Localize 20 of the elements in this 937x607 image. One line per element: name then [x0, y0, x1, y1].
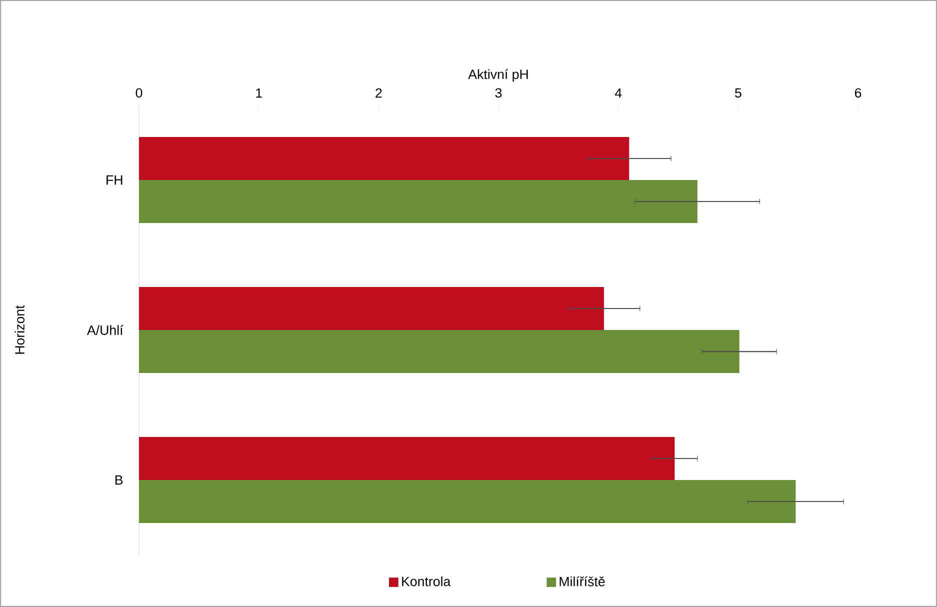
x-tick-label: 3 [495, 88, 502, 98]
bar [139, 136, 630, 180]
bar [139, 286, 604, 330]
x-tick-label: 0 [136, 88, 142, 98]
y-axis-title: Horizont [14, 305, 24, 354]
legend-label: Kontrola [402, 576, 451, 586]
y-tick-label: FH [106, 175, 122, 185]
x-tick-label: 6 [854, 88, 862, 98]
x-tick-label: 2 [376, 88, 382, 98]
legend-label: Milíříště [560, 576, 605, 586]
bar [139, 330, 740, 374]
bar [139, 480, 796, 524]
x-axis-title: Aktivní pH [468, 69, 528, 82]
x-tick-label: 5 [735, 88, 742, 98]
y-tick-label: A/Uhlí [86, 325, 124, 335]
bar [139, 436, 675, 480]
x-tick-label: 4 [614, 88, 622, 98]
y-tick-label: B [115, 475, 123, 485]
x-tick-label: 1 [256, 88, 262, 98]
bar [139, 180, 698, 224]
